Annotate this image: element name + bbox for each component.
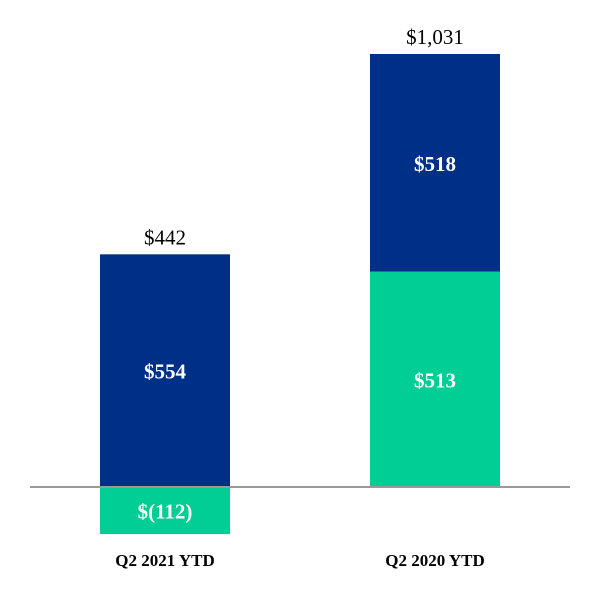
segment-value-label: $518 xyxy=(414,152,456,176)
bar-segment-2-cat-2 xyxy=(370,53,500,272)
bar-segment-1-cat-1 xyxy=(100,487,230,535)
bar-total-label: $1,031 xyxy=(406,25,464,49)
segment-value-label: $554 xyxy=(144,360,187,384)
labels-layer: $(112) $554 $442 Q2 2021 YTD $513 $518 $1,031 Q… xyxy=(115,25,485,570)
bars-layer xyxy=(100,53,500,535)
category-label: Q2 2020 YTD xyxy=(385,551,485,570)
bar-segment-1-cat-2 xyxy=(370,271,500,487)
bar-segment-2-cat-1 xyxy=(100,254,230,487)
segment-value-label: $513 xyxy=(414,368,456,392)
segment-value-label: $(112) xyxy=(138,500,193,524)
category-label: Q2 2021 YTD xyxy=(115,551,215,570)
bar-total-label: $442 xyxy=(144,225,186,249)
